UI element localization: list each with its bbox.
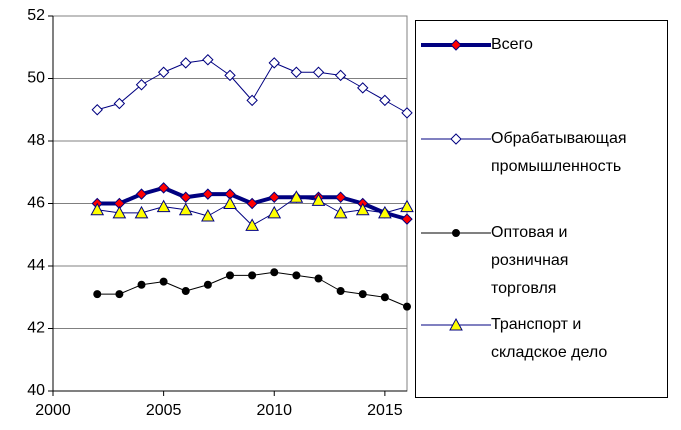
marker xyxy=(400,199,414,213)
marker xyxy=(289,190,304,203)
y-tick-label: 52 xyxy=(27,7,45,24)
marker xyxy=(156,199,171,213)
marker xyxy=(450,133,462,145)
y-tick-label: 42 xyxy=(27,320,45,337)
marker xyxy=(357,82,369,94)
y-tick-label: 50 xyxy=(27,70,45,87)
marker xyxy=(378,205,392,219)
marker xyxy=(246,94,258,107)
marker xyxy=(115,290,124,299)
marker xyxy=(224,69,236,82)
marker xyxy=(333,205,348,219)
marker xyxy=(245,218,259,231)
legend-swatch xyxy=(421,39,491,51)
marker xyxy=(312,66,325,78)
marker xyxy=(180,191,192,203)
legend-swatch xyxy=(421,317,491,331)
marker xyxy=(380,293,389,302)
legend-label: Оптовая и розничная торговля xyxy=(491,224,569,297)
marker xyxy=(270,268,279,277)
marker xyxy=(268,191,280,203)
marker xyxy=(90,202,105,216)
marker xyxy=(181,287,190,295)
marker xyxy=(226,271,234,280)
marker xyxy=(268,57,280,69)
marker xyxy=(134,205,149,219)
x-tick-label: 2015 xyxy=(367,402,403,419)
legend-swatch xyxy=(421,133,491,145)
x-tick-label: 2010 xyxy=(256,402,292,419)
marker xyxy=(223,196,237,209)
marker xyxy=(202,188,214,200)
marker xyxy=(157,66,170,78)
marker xyxy=(267,205,282,219)
marker xyxy=(449,317,463,331)
marker xyxy=(246,197,258,210)
marker xyxy=(202,54,214,66)
marker xyxy=(203,280,212,289)
marker xyxy=(201,208,215,222)
marker xyxy=(135,188,148,200)
marker xyxy=(180,57,192,69)
legend-label: Транспорт и складское дело xyxy=(491,316,608,361)
y-tick-label: 46 xyxy=(27,195,45,212)
marker xyxy=(157,182,170,194)
legend: Всего Обрабатывающая промышленность Оптова… xyxy=(415,20,668,398)
marker xyxy=(401,213,413,225)
marker xyxy=(159,277,168,286)
legend-label: Обрабатывающая промышленность xyxy=(491,130,627,175)
marker xyxy=(112,205,127,219)
marker xyxy=(355,202,370,216)
marker xyxy=(334,69,347,82)
marker xyxy=(292,271,301,280)
y-tick-label: 44 xyxy=(27,257,45,274)
marker xyxy=(403,302,411,311)
marker xyxy=(358,290,367,299)
marker xyxy=(93,290,102,299)
marker xyxy=(334,191,347,203)
marker xyxy=(450,39,462,51)
y-tick-label: 48 xyxy=(27,132,45,149)
marker xyxy=(248,271,257,280)
marker xyxy=(178,202,193,216)
marker xyxy=(91,104,103,116)
legend-swatch xyxy=(421,229,491,237)
marker xyxy=(290,66,303,78)
legend-label: Всего xyxy=(491,36,533,53)
y-tick-label: 40 xyxy=(27,382,45,399)
marker xyxy=(113,97,126,110)
marker xyxy=(135,79,148,91)
marker xyxy=(452,229,460,237)
marker xyxy=(311,193,326,206)
marker xyxy=(137,280,146,289)
x-tick-label: 2000 xyxy=(35,402,71,419)
marker xyxy=(336,287,345,295)
marker xyxy=(379,94,391,107)
marker xyxy=(314,274,323,283)
x-tick-label: 2005 xyxy=(146,402,182,419)
marker xyxy=(401,107,413,119)
